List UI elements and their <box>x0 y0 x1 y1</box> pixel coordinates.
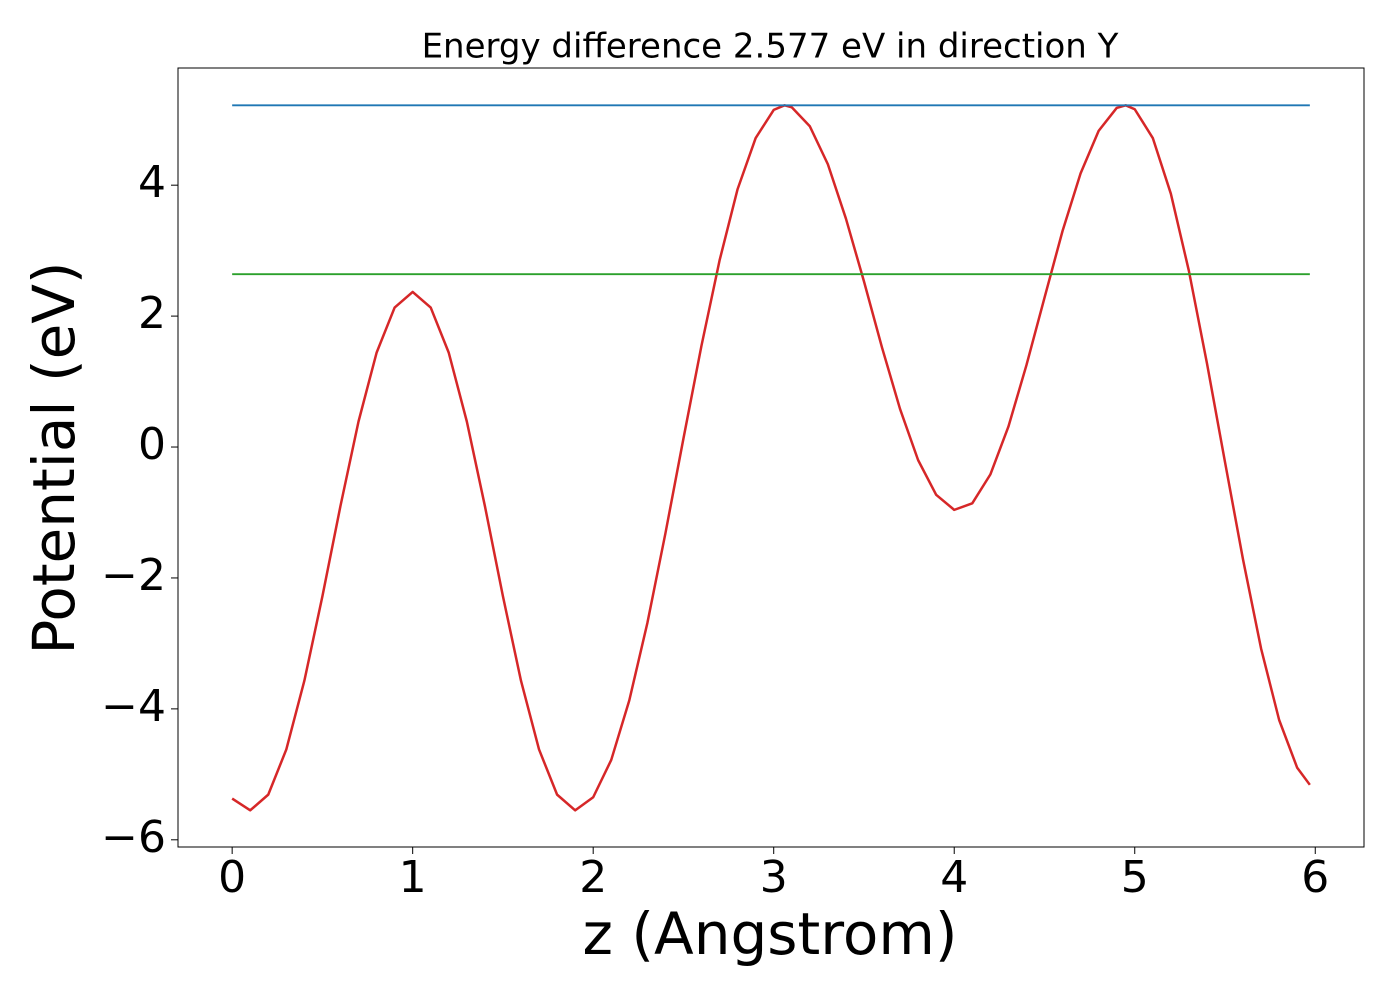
x-tick-label: 0 <box>218 852 246 903</box>
y-tick-label: −2 <box>101 550 166 601</box>
plot-frame <box>177 67 1365 848</box>
x-tick-label: 6 <box>1301 852 1329 903</box>
x-tick-label: 3 <box>760 852 788 903</box>
x-axis-label: z (Angstrom) <box>583 900 958 968</box>
x-tick-label: 5 <box>1121 852 1149 903</box>
y-tick-label: −6 <box>101 812 166 863</box>
x-tick-label: 4 <box>940 852 968 903</box>
y-tick-label: −4 <box>101 681 166 732</box>
y-tick-label: 4 <box>138 157 166 208</box>
chart-title: Energy difference 2.577 eV in direction … <box>422 27 1119 67</box>
x-tick-label: 2 <box>579 852 607 903</box>
x-tick-label: 1 <box>399 852 427 903</box>
y-axis-label: Potential (eV) <box>20 261 88 654</box>
y-tick-label: 2 <box>138 288 166 339</box>
y-tick-label: 0 <box>138 419 166 470</box>
